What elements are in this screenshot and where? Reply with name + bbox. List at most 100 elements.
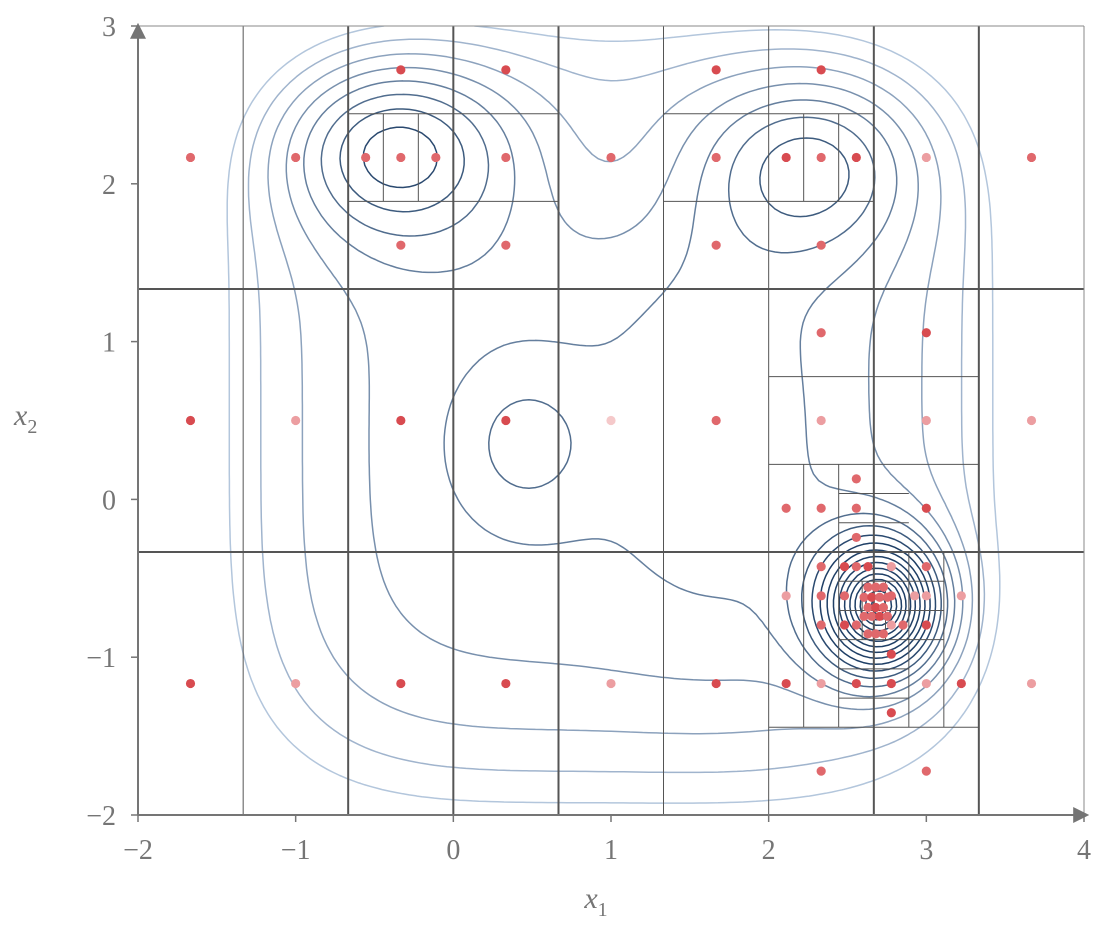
sample-point — [1026, 678, 1037, 689]
contour-level-12 — [339, 108, 942, 680]
y-tick-label: 3 — [102, 12, 116, 43]
y-tick-label: 2 — [102, 170, 116, 201]
sample-point — [361, 152, 371, 163]
sample-point — [781, 152, 791, 163]
sample-point — [781, 503, 791, 513]
sample-point — [711, 240, 721, 250]
x-tick-label: 0 — [446, 835, 460, 866]
sample-point — [871, 602, 881, 613]
sample-point — [431, 152, 441, 163]
sample-point — [859, 611, 869, 621]
y-tick-label: −2 — [86, 801, 116, 832]
contour-level-16 — [267, 53, 974, 735]
sample-point — [851, 562, 861, 572]
sample-point — [396, 678, 406, 689]
sample-point — [711, 415, 721, 426]
sample-point — [816, 503, 826, 513]
sample-point — [921, 503, 931, 513]
sample-point — [816, 678, 826, 689]
x-axis-label-main: x — [583, 882, 598, 915]
sample-point — [606, 678, 616, 689]
y-axis-label-main: x — [13, 399, 28, 432]
sample-point — [921, 766, 931, 776]
sample-point — [291, 415, 301, 426]
sample-point — [878, 629, 889, 639]
sample-point — [921, 620, 931, 630]
sample-point — [886, 649, 896, 659]
sample-point — [851, 474, 861, 484]
sample-point — [781, 678, 791, 689]
sample-point — [878, 602, 889, 613]
sample-point — [851, 678, 861, 689]
sample-point — [816, 328, 826, 338]
sample-point — [871, 629, 881, 639]
sample-point — [886, 620, 896, 630]
sample-point — [1026, 152, 1037, 163]
sample-point — [882, 592, 892, 602]
sample-point — [956, 678, 966, 689]
sample-point — [921, 415, 931, 426]
sample-points — [185, 65, 1037, 776]
sample-point — [816, 591, 826, 601]
sample-point — [851, 532, 861, 543]
sample-point — [816, 240, 826, 250]
sample-point — [816, 65, 826, 75]
sample-point — [886, 708, 896, 718]
sample-point — [1026, 415, 1037, 426]
sample-point — [863, 602, 873, 613]
sample-point — [396, 152, 406, 163]
sample-point — [851, 503, 861, 513]
sample-point — [711, 678, 721, 689]
y-tick-label: 0 — [102, 485, 116, 516]
sample-point — [711, 65, 721, 75]
sample-point — [606, 152, 616, 163]
contour-level-11 — [362, 126, 937, 672]
y-tick-label: −1 — [86, 643, 116, 674]
sample-point — [839, 620, 850, 630]
sample-point — [956, 591, 966, 601]
contour-level-15 — [285, 66, 964, 711]
partition-grid — [138, 26, 1084, 815]
x-tick-label: 1 — [604, 835, 618, 866]
sample-point — [839, 591, 850, 601]
sample-point — [291, 678, 301, 689]
contour-level-14 — [303, 80, 956, 698]
sample-point — [185, 678, 196, 689]
axis-ticks: −2 −1 0 1 2 3 4 −2 −1 0 1 2 3 — [86, 12, 1091, 866]
x-tick-label: 4 — [1077, 835, 1091, 866]
contour-lines — [226, 26, 1001, 804]
sample-point — [606, 415, 616, 426]
sample-point — [781, 591, 791, 601]
sample-point — [867, 592, 877, 602]
sample-point — [839, 562, 850, 572]
sample-point — [396, 65, 406, 75]
sample-point — [816, 766, 826, 776]
sample-point — [863, 629, 873, 639]
sample-point — [396, 415, 406, 426]
sample-point — [886, 562, 896, 572]
sample-point — [910, 591, 920, 601]
sample-point — [185, 152, 196, 163]
sample-point — [501, 152, 511, 163]
sample-point — [501, 678, 511, 689]
sample-point — [816, 415, 826, 426]
sample-point — [921, 678, 931, 689]
y-axis-label-sub: 2 — [27, 416, 37, 438]
sample-point — [859, 592, 869, 602]
sample-point — [921, 152, 931, 163]
sample-point — [921, 562, 931, 572]
sample-point — [396, 240, 406, 250]
y-tick-label: 1 — [102, 328, 116, 359]
sample-point — [886, 678, 896, 689]
contour-level-17 — [247, 38, 986, 774]
sample-point — [816, 562, 826, 572]
sample-point — [185, 415, 196, 426]
sample-point — [867, 611, 877, 621]
sample-point — [501, 415, 511, 426]
sample-point — [863, 562, 873, 572]
sample-point — [816, 152, 826, 163]
y-axis-label: x2 — [13, 399, 37, 438]
sample-point — [921, 591, 931, 601]
sample-point — [921, 328, 931, 338]
